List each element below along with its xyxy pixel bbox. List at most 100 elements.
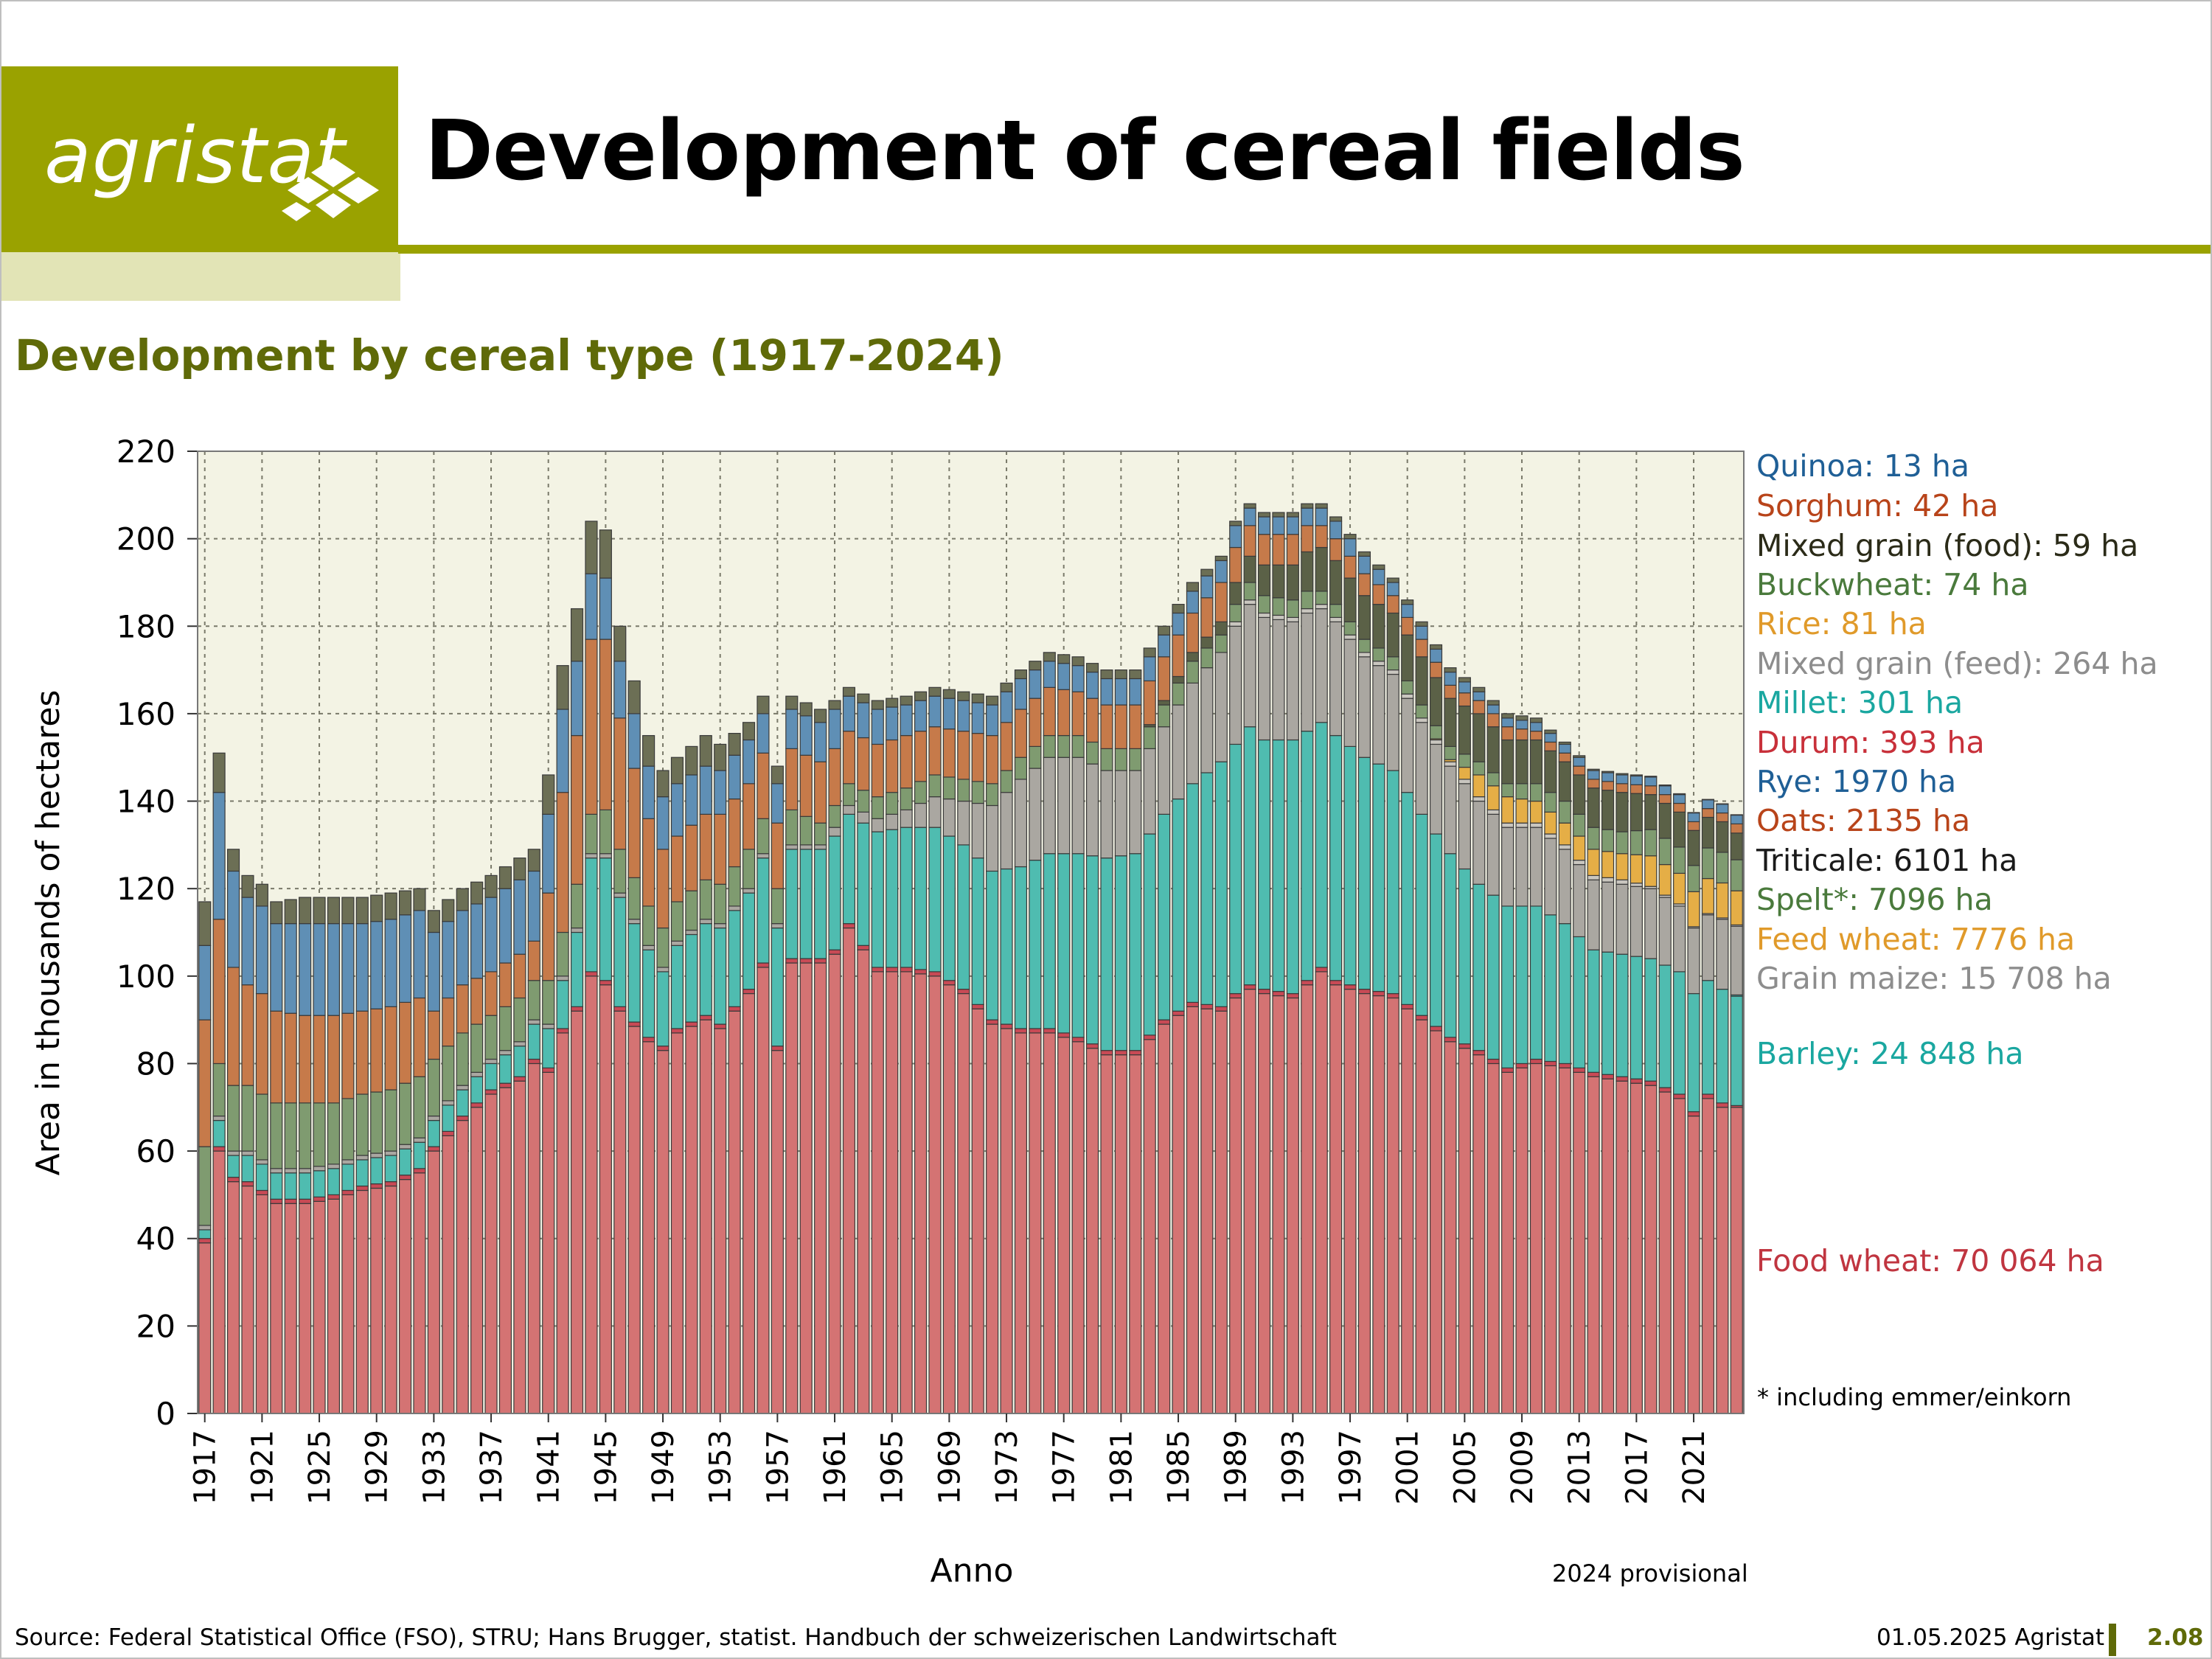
y-axis-title: Area in thousands of hectares — [29, 690, 67, 1176]
bar-segment-barley — [771, 927, 784, 1047]
bar-segment-rye — [299, 923, 312, 1016]
bar-segment-food_wheat — [341, 1194, 355, 1414]
bar-segment-spelt — [842, 783, 856, 807]
bar-segment-mixed_food — [1458, 677, 1471, 683]
bar-segment-spelt — [742, 849, 756, 889]
bar-segment-oats — [1730, 823, 1743, 834]
bar-segment-triticale — [1200, 636, 1214, 649]
bar-segment-durum — [670, 1028, 684, 1034]
bar-segment-spelt — [327, 1102, 341, 1165]
bar-segment-rye — [728, 754, 741, 800]
bar-segment-rye — [1186, 591, 1200, 614]
bar-segment-triticale — [1615, 792, 1629, 832]
page-bar — [2109, 1624, 2116, 1656]
bar-segment-spelt — [1143, 726, 1156, 749]
bar-segment-mixed_feed — [1372, 661, 1385, 667]
bar-segment-durum — [1114, 1050, 1127, 1056]
bar-segment-oats — [1085, 698, 1099, 743]
bar-segment-oats — [857, 737, 870, 791]
bar-segment-barley — [842, 813, 856, 925]
bar-segment-oats — [442, 997, 455, 1047]
legend-item: Quinoa: 13 ha — [1756, 448, 1970, 484]
bar-segment-barley — [1071, 853, 1085, 1038]
bar-segment-spelt — [1486, 772, 1500, 787]
bar-segment-oats — [570, 734, 584, 885]
bar-segment-rye — [1029, 669, 1042, 699]
bar-segment-triticale — [1444, 698, 1457, 747]
bar-segment-oats — [914, 731, 928, 782]
bar-segment-barley — [670, 945, 684, 1029]
bar-segment-oats — [1615, 783, 1629, 793]
bar-segment-spelt — [1286, 599, 1299, 619]
x-tick-label: 1937 — [475, 1430, 509, 1505]
bar-segment-durum — [1329, 980, 1343, 986]
legend-item: Spelt*: 7096 ha — [1756, 882, 1993, 917]
bar-segment-barley — [1673, 971, 1686, 1095]
bar-segment-grain_maize — [1100, 770, 1113, 859]
x-tick-label: 1921 — [246, 1430, 279, 1505]
bar-segment-food_wheat — [742, 992, 756, 1414]
bar-segment-barley — [1486, 894, 1500, 1060]
title-rule — [398, 245, 2211, 254]
bar-segment-durum — [613, 1006, 627, 1012]
bar-segment-rye — [799, 715, 813, 756]
bar-segment-barley — [370, 1157, 383, 1185]
bar-segment-durum — [1000, 1023, 1013, 1029]
legend-item: Oats: 2135 ha — [1756, 803, 1971, 838]
bar-segment-durum — [1085, 1043, 1099, 1049]
bar-segment-rye — [1372, 568, 1385, 585]
bar-segment-grain_maize — [255, 1159, 268, 1165]
bar-segment-grain_maize — [599, 853, 612, 859]
bar-segment-oats — [1630, 784, 1643, 794]
bar-segment-grain_maize — [1386, 673, 1399, 771]
bar-segment-rye — [613, 661, 627, 719]
bar-segment-grain_maize — [498, 1050, 512, 1056]
bar-segment-durum — [1272, 990, 1285, 997]
bar-segment-rye — [685, 774, 698, 826]
bar-segment-rye — [1301, 507, 1314, 526]
bar-segment-durum — [685, 1021, 698, 1027]
bar-segment-oats — [1472, 700, 1486, 714]
bar-segment-mixed_food — [498, 866, 512, 889]
bar-segment-spelt — [427, 1058, 440, 1117]
bar-segment-food_wheat — [1200, 1008, 1214, 1414]
bar-segment-oats — [456, 984, 469, 1034]
bar-segment-mixed_food — [1486, 700, 1500, 706]
bar-segment-grain_maize — [1501, 827, 1514, 907]
bar-segment-food_wheat — [1057, 1037, 1071, 1414]
bar-segment-oats — [928, 726, 942, 776]
bar-segment-durum — [570, 1006, 584, 1012]
bar-segment-oats — [527, 940, 540, 981]
bar-segment-mixed_food — [398, 890, 412, 916]
bar-segment-rye — [986, 704, 999, 737]
bar-segment-durum — [1458, 1043, 1471, 1049]
x-tick-label: 1977 — [1048, 1430, 1082, 1505]
bar-segment-barley — [442, 1105, 455, 1132]
bar-segment-triticale — [1673, 811, 1686, 848]
bar-segment-durum — [270, 1198, 283, 1204]
bar-segment-food_wheat — [1357, 992, 1371, 1414]
bar-segment-barley — [241, 1155, 254, 1183]
bar-segment-mixed_food — [313, 897, 326, 925]
bar-segment-grain_maize — [728, 905, 741, 911]
bar-segment-barley — [613, 897, 627, 1007]
bar-segment-oats — [484, 971, 498, 1016]
bar-segment-durum — [785, 958, 799, 964]
bar-segment-grain_maize — [656, 967, 669, 973]
x-tick-label: 2009 — [1506, 1430, 1540, 1505]
bar-segment-mixed_feed — [1630, 883, 1643, 887]
bar-segment-grain_maize — [370, 1152, 383, 1158]
bar-segment-feed_wheat — [1486, 785, 1500, 811]
bar-segment-oats — [714, 813, 727, 885]
bar-segment-rye — [957, 700, 970, 732]
bar-segment-triticale — [1243, 555, 1256, 583]
bar-segment-durum — [498, 1082, 512, 1088]
bar-segment-oats — [886, 739, 899, 793]
bar-segment-spelt — [413, 1076, 426, 1138]
bar-segment-mixed_food — [742, 722, 756, 741]
chart-subtitle: Development by cereal type (1917-2024) — [15, 330, 1004, 380]
bar-segment-oats — [226, 967, 240, 1086]
bar-segment-spelt — [1630, 830, 1643, 855]
bar-segment-food_wheat — [498, 1087, 512, 1414]
